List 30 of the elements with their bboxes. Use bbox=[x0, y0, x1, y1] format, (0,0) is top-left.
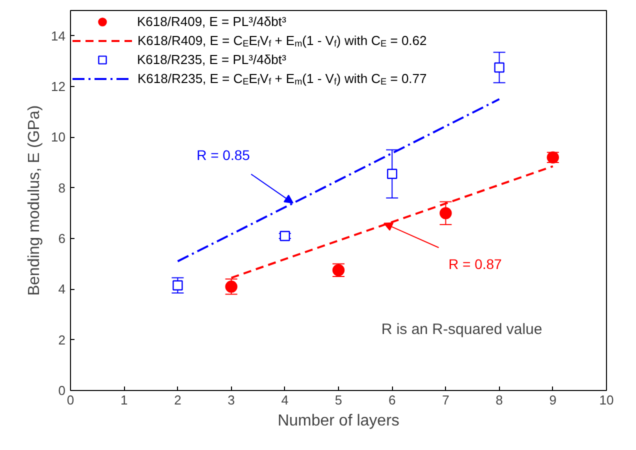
y-tick-label: 4 bbox=[58, 282, 66, 297]
x-tick-label: 4 bbox=[281, 392, 289, 408]
legend-label: K618/R235, E = PL³/4δbt³ bbox=[137, 51, 286, 69]
x-axis-title: Number of layers bbox=[278, 412, 400, 430]
annotation: R = 0.85 bbox=[196, 146, 250, 163]
point bbox=[494, 62, 504, 73]
x-tick-label: 5 bbox=[334, 392, 342, 408]
x-tick-label: 10 bbox=[599, 392, 614, 408]
y-tick-label: 14 bbox=[51, 28, 66, 44]
x-tick-label: 7 bbox=[442, 392, 450, 408]
y-tick-label: 0 bbox=[58, 383, 66, 398]
x-tick-label: 6 bbox=[388, 392, 396, 408]
x-tick-label: 2 bbox=[174, 392, 182, 408]
legend-label: K618/R409, E = PL³/4δbt³ bbox=[137, 13, 286, 31]
annotation: R = 0.87 bbox=[448, 256, 502, 272]
point bbox=[440, 207, 452, 220]
y-tick-label: 8 bbox=[58, 180, 66, 196]
y-tick-label: 10 bbox=[51, 130, 66, 145]
y-tick-label: 12 bbox=[51, 79, 66, 94]
x-tick-label: 8 bbox=[496, 392, 503, 408]
point bbox=[280, 230, 290, 242]
y-tick-label: 6 bbox=[58, 231, 66, 246]
point bbox=[172, 280, 183, 290]
x-tick-label: 1 bbox=[120, 392, 128, 408]
x-tick-label: 3 bbox=[228, 392, 235, 408]
y-tick-label: 2 bbox=[58, 332, 66, 348]
point bbox=[387, 168, 398, 179]
x-tick-label: 9 bbox=[549, 392, 557, 408]
annotation: R is an R-squared value bbox=[381, 321, 542, 338]
y-axis-title: Bending modulus, E (GPa) bbox=[26, 105, 44, 296]
